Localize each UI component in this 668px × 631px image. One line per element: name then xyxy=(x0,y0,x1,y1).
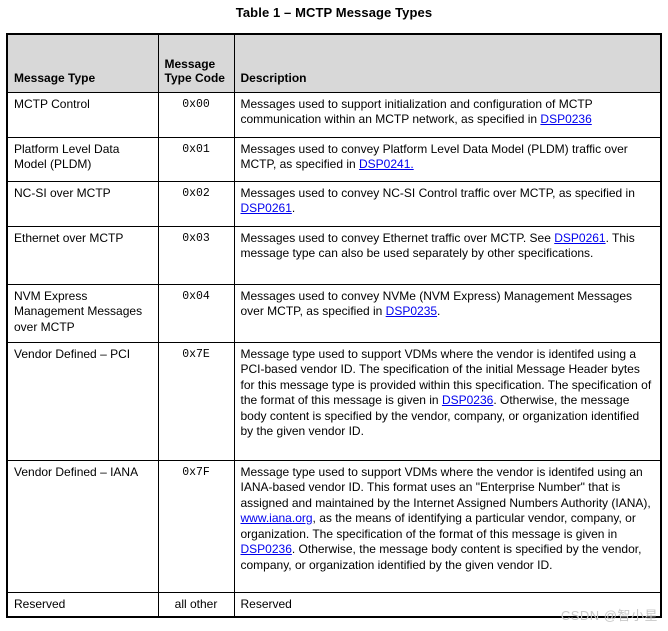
message-type-code-cell: 0x00 xyxy=(157,91,235,138)
table-row: Ethernet over MCTP 0x03 Messages used to c… xyxy=(6,225,662,285)
message-type-code-cell: 0x7E xyxy=(157,341,235,461)
message-type-code-cell: 0x02 xyxy=(157,180,235,227)
description-text: . xyxy=(291,201,296,215)
spec-link[interactable]: DSP0236 xyxy=(540,112,592,126)
description-cell: Messages used to support initialization … xyxy=(233,91,662,138)
message-type-code-cell: all other xyxy=(157,591,235,618)
message-type-cell: Ethernet over MCTP xyxy=(6,225,159,285)
spec-link[interactable]: www.iana.org xyxy=(240,511,313,525)
description-text: Reserved xyxy=(240,596,292,611)
message-type-cell: MCTP Control xyxy=(6,91,159,138)
message-type-code-cell: 0x7F xyxy=(157,459,235,593)
spec-link[interactable]: DSP0241. xyxy=(359,157,414,171)
table-row: Vendor Defined – IANA 0x7F Message type us… xyxy=(6,459,662,593)
description-text: . Otherwise, the message body content is… xyxy=(240,542,642,572)
table-row: NVM Express Management Messages over MCT… xyxy=(6,283,662,343)
description-text: , as the means of identifying a particul… xyxy=(240,511,636,541)
message-type-cell: Reserved xyxy=(6,591,159,618)
message-type-code-cell: 0x03 xyxy=(157,225,235,285)
table-row: Reserved all other Reserved xyxy=(6,591,662,618)
description-text: Message type used to support VDMs where … xyxy=(240,464,651,510)
description-cell: Messages used to convey NVMe (NVM Expres… xyxy=(233,283,662,343)
description-text: Messages used to convey Platform Level D… xyxy=(240,141,628,172)
table-row: Platform Level Data Model (PLDM) 0x01 Mess… xyxy=(6,136,662,182)
description-text: Messages used to support initialization … xyxy=(240,96,593,127)
description-cell: Messages used to convey NC-SI Control tr… xyxy=(233,180,662,227)
table-row: Vendor Defined – PCI 0x7E Message type use… xyxy=(6,341,662,461)
message-type-cell: Vendor Defined – IANA xyxy=(6,459,159,593)
description-cell: Messages used to convey Platform Level D… xyxy=(233,136,662,182)
table-row: MCTP Control 0x00 Messages used to support… xyxy=(6,91,662,138)
table-body: MCTP Control 0x00 Messages used to support… xyxy=(6,91,662,618)
description-text: . Otherwise, the message body content is… xyxy=(240,393,640,438)
table-row: NC-SI over MCTP 0x02 Messages used to conv… xyxy=(6,180,662,227)
spec-link[interactable]: DSP0261 xyxy=(240,201,292,215)
message-type-cell: Vendor Defined – PCI xyxy=(6,341,159,461)
description-text: Message type used to support VDMs where … xyxy=(240,346,652,408)
header-message-type-code: Message Type Code xyxy=(157,33,235,93)
description-text: . This message type can also be used sep… xyxy=(240,230,635,261)
table-title: Table 1 – MCTP Message Types xyxy=(235,5,433,20)
header-message-type: Message Type xyxy=(6,33,159,93)
header-row: Message Type Message Type Code Descripti… xyxy=(6,33,662,93)
description-cell: Message type used to support VDMs where … xyxy=(233,459,662,593)
header-description: Description xyxy=(233,33,662,93)
spec-link[interactable]: DSP0235 xyxy=(385,304,438,318)
description-text: Messages used to convey NC-SI Control tr… xyxy=(240,185,635,200)
description-cell: Message type used to support VDMs where … xyxy=(233,341,662,461)
spec-link[interactable]: DSP0236 xyxy=(240,542,292,556)
message-type-cell: NC-SI over MCTP xyxy=(6,180,159,227)
message-type-cell: NVM Express Management Messages over MCT… xyxy=(6,283,159,343)
message-type-code-cell: 0x01 xyxy=(157,136,235,182)
description-cell: Messages used to convey Ethernet traffic… xyxy=(233,225,662,285)
message-type-code-cell: 0x04 xyxy=(157,283,235,343)
table-header: Message Type Message Type Code Descripti… xyxy=(6,33,662,93)
description-text: Messages used to convey NVMe (NVM Expres… xyxy=(240,288,633,319)
description-text: Messages used to convey Ethernet traffic… xyxy=(240,230,555,245)
spec-link[interactable]: DSP0236 xyxy=(441,393,494,407)
description-cell: Reserved xyxy=(233,591,662,618)
description-text: . xyxy=(437,304,441,318)
message-type-cell: Platform Level Data Model (PLDM) xyxy=(6,136,159,182)
mctp-message-types-table: Message Type Message Type Code Descripti… xyxy=(6,33,662,618)
spec-link[interactable]: DSP0261 xyxy=(554,230,606,245)
